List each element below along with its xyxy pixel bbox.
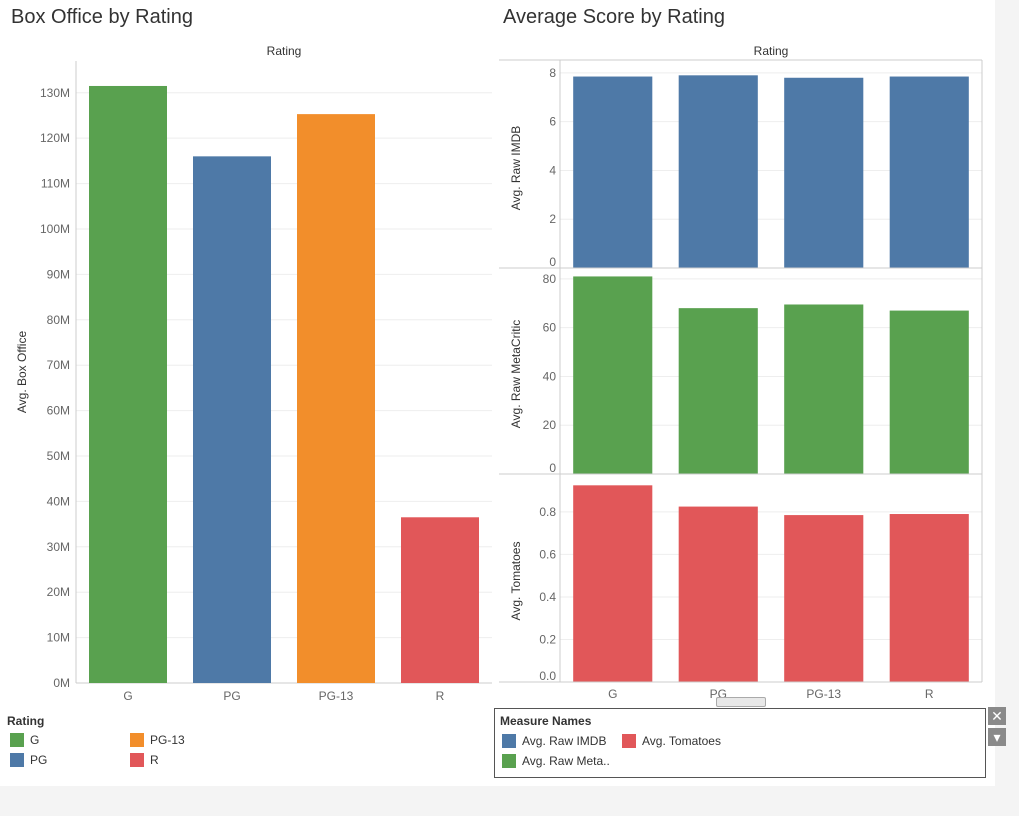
legend-swatch-g (10, 733, 24, 747)
metacritic-bar-g (573, 276, 653, 474)
imdb-bar-g (573, 76, 653, 268)
tomatoes-tick-label: 0.0 (539, 669, 556, 683)
y-tick-label: 130M (40, 86, 70, 100)
dashboard: Box Office by Rating Average Score by Ra… (0, 0, 995, 786)
metacritic-tick-label: 80 (543, 272, 557, 286)
y-tick-label: 100M (40, 222, 70, 236)
metacritic-bar-r (889, 310, 969, 474)
legend-item-pg-13[interactable]: PG-13 (130, 733, 185, 747)
legend-swatch-r (130, 753, 144, 767)
legend-item-tomatoes[interactable]: Avg. Tomatoes (622, 734, 721, 748)
metacritic-tick-label: 40 (543, 369, 557, 383)
metacritic-tick-label: 0 (549, 461, 556, 475)
measure-legend-title: Measure Names (500, 714, 592, 728)
x-tick-label: PG-13 (806, 687, 841, 701)
metacritic-axis-label: Avg. Raw MetaCritic (509, 320, 523, 428)
tomatoes-bar-r (889, 514, 969, 682)
legend-label-pg: PG (30, 753, 48, 767)
y-tick-label: 70M (47, 358, 70, 372)
y-tick-label: 10M (47, 631, 70, 645)
box-office-chart-title: Box Office by Rating (11, 6, 193, 28)
y-axis-label: Avg. Box Office (15, 331, 29, 414)
imdb-bar-pg-13 (784, 77, 864, 268)
metacritic-tick-label: 60 (543, 321, 557, 335)
x-tick-label: PG (223, 689, 240, 703)
legend-swatch-pg-13 (130, 733, 144, 747)
y-tick-label: 80M (47, 313, 70, 327)
y-tick-label: 110M (41, 177, 70, 191)
legend-swatch-imdb (502, 734, 516, 748)
x-tick-label: G (123, 689, 132, 703)
legend-label-imdb: Avg. Raw IMDB (522, 734, 607, 748)
rating-legend-title: Rating (7, 714, 45, 728)
legend-label-r: R (150, 753, 159, 767)
legend-swatch-tomatoes (622, 734, 636, 748)
score-chart-title: Average Score by Rating (503, 6, 725, 28)
legend-item-g[interactable]: G (10, 733, 39, 747)
drag-handle[interactable] (716, 697, 766, 707)
metacritic-bar-pg (678, 308, 758, 474)
x-tick-label: R (925, 687, 934, 701)
legend-item-pg[interactable]: PG (10, 753, 47, 767)
bar-r (401, 517, 479, 683)
legend-label-pg-13: PG-13 (150, 733, 185, 747)
tomatoes-tick-label: 0.4 (539, 590, 556, 604)
box-office-chart: Rating Avg. Box Office 0M 10M 20M 30M 40M 50M 60… (15, 44, 492, 703)
legend-swatch-metacritic (502, 754, 516, 768)
imdb-tick-label: 2 (549, 212, 556, 226)
imdb-tick-label: 6 (549, 115, 556, 129)
y-tick-label: 120M (40, 131, 70, 145)
x-tick-label: R (436, 689, 445, 703)
imdb-bar-pg (678, 75, 758, 268)
tomatoes-tick-label: 0.2 (539, 632, 556, 646)
column-header: Rating (754, 44, 789, 58)
menu-dropdown-icon[interactable]: ▾ (988, 728, 1006, 746)
x-tick-label: G (608, 687, 617, 701)
close-icon[interactable]: ✕ (988, 707, 1006, 725)
column-header: Rating (267, 44, 302, 58)
tomatoes-bar-pg-13 (784, 515, 864, 682)
tomatoes-axis-label: Avg. Tomatoes (509, 542, 523, 621)
metacritic-tick-label: 20 (543, 418, 557, 432)
tomatoes-bar-g (573, 485, 653, 682)
legend-item-r[interactable]: R (130, 753, 159, 767)
y-tick-label: 60M (47, 404, 70, 418)
legend-item-imdb[interactable]: Avg. Raw IMDB (502, 734, 606, 748)
x-tick-label: PG-13 (319, 689, 354, 703)
imdb-tick-label: 4 (549, 163, 556, 177)
y-tick-label: 50M (47, 449, 70, 463)
legend-label-g: G (30, 733, 40, 747)
legend-label-metacritic: Avg. Raw Meta.. (522, 754, 610, 768)
imdb-tick-label: 8 (549, 66, 556, 80)
y-tick-label: 90M (47, 267, 70, 281)
tomatoes-tick-label: 0.8 (539, 505, 556, 519)
imdb-tick-label: 0 (549, 255, 556, 269)
y-tick-label: 40M (47, 494, 70, 508)
y-tick-label: 0M (53, 676, 70, 690)
imdb-axis-label: Avg. Raw IMDB (509, 126, 523, 210)
legend-label-tomatoes: Avg. Tomatoes (642, 734, 721, 748)
legend-swatch-pg (10, 753, 24, 767)
imdb-bar-r (889, 76, 969, 268)
y-tick-label: 30M (47, 540, 70, 554)
bar-pg-13 (297, 114, 375, 684)
y-tick-label: 20M (47, 585, 70, 599)
measure-names-legend: Measure Names Avg. Raw IMDB Avg. Tomatoe… (494, 708, 986, 778)
tomatoes-tick-label: 0.6 (539, 547, 556, 561)
metacritic-bar-pg-13 (784, 304, 864, 474)
legend-item-metacritic[interactable]: Avg. Raw Meta.. (502, 754, 610, 768)
score-chart: Rating Avg. Raw IMDB 0 2 4 6 8 Avg. Raw MetaCri… (499, 44, 983, 701)
bar-pg (193, 156, 271, 683)
bar-g (89, 85, 167, 683)
tomatoes-bar-pg (678, 506, 758, 682)
